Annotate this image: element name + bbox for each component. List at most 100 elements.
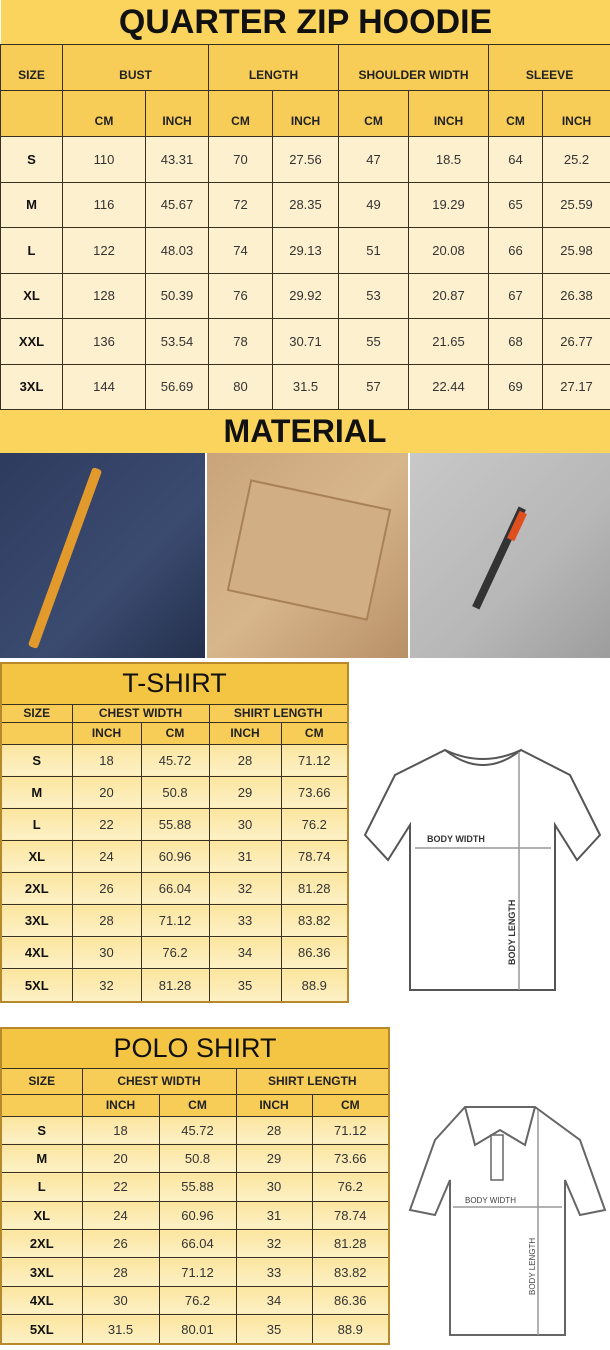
value-cell: 34 bbox=[208, 936, 282, 970]
value-cell: 80 bbox=[208, 363, 273, 410]
value-cell: 27.56 bbox=[272, 136, 339, 183]
size-subheader-blank bbox=[0, 1093, 83, 1117]
hoodie-size-table: QUARTER ZIP HOODIE SIZE BUST LENGTH SHOULDER… bbox=[0, 0, 610, 410]
table-row: XL 24 60.96 31 78.74 bbox=[0, 839, 349, 873]
value-cell: 72 bbox=[208, 181, 273, 228]
value-cell: 51 bbox=[338, 227, 409, 274]
value-cell: 32 bbox=[235, 1228, 313, 1259]
value-cell: 20.87 bbox=[408, 272, 489, 319]
size-cell: M bbox=[0, 775, 73, 809]
value-cell: 78.74 bbox=[280, 839, 349, 873]
value-cell: 30 bbox=[81, 1285, 160, 1316]
unit-header: INCH bbox=[235, 1093, 313, 1117]
material-photo-grey-sleeve bbox=[410, 453, 610, 658]
table-row: XXL 136 53.54 78 30.71 55 21.65 68 26.77 bbox=[0, 318, 610, 365]
value-cell: 76.2 bbox=[158, 1285, 237, 1316]
size-cell: 3XL bbox=[0, 904, 73, 938]
value-cell: 74 bbox=[208, 227, 273, 274]
size-cell: M bbox=[0, 1143, 83, 1174]
value-cell: 28 bbox=[71, 904, 142, 938]
value-cell: 60.96 bbox=[140, 839, 210, 873]
table-row: M 20 50.8 29 73.66 bbox=[0, 1143, 390, 1174]
unit-header: INCH bbox=[145, 90, 209, 137]
value-cell: 25.59 bbox=[541, 181, 610, 228]
table-row: 4XL 30 76.2 34 86.36 bbox=[0, 936, 349, 970]
table-row: M 116 45.67 72 28.35 49 19.29 65 25.59 bbox=[0, 181, 610, 228]
value-cell: 29 bbox=[235, 1143, 313, 1174]
value-cell: 53.54 bbox=[145, 318, 209, 365]
value-cell: 26 bbox=[71, 871, 142, 906]
unit-header: INCH bbox=[208, 721, 282, 745]
value-cell: 25.2 bbox=[541, 136, 610, 183]
value-cell: 50.8 bbox=[158, 1143, 237, 1174]
table-row: XL 128 50.39 76 29.92 53 20.87 67 26.38 bbox=[0, 272, 610, 319]
value-cell: 22 bbox=[81, 1172, 160, 1202]
polo-subheader-row: INCH CM INCH CM bbox=[0, 1093, 390, 1117]
tshirt-title-row: T-SHIRT bbox=[0, 662, 349, 705]
size-cell: 4XL bbox=[0, 936, 73, 970]
size-subheader-blank bbox=[0, 90, 63, 137]
value-cell: 35 bbox=[208, 968, 282, 1003]
size-cell: L bbox=[0, 807, 73, 841]
polo-outline-icon bbox=[408, 1106, 607, 1336]
size-cell: 5XL bbox=[0, 1314, 83, 1345]
value-cell: 144 bbox=[62, 363, 146, 410]
value-cell: 69 bbox=[488, 363, 543, 410]
value-cell: 22.44 bbox=[408, 363, 489, 410]
value-cell: 78.74 bbox=[311, 1200, 390, 1231]
value-cell: 24 bbox=[81, 1200, 160, 1231]
value-cell: 65 bbox=[488, 181, 543, 228]
value-cell: 33 bbox=[208, 904, 282, 938]
size-cell: 3XL bbox=[0, 1257, 83, 1287]
unit-header: CM bbox=[208, 90, 273, 137]
value-cell: 68 bbox=[488, 318, 543, 365]
material-photo-navy-pocket bbox=[0, 453, 205, 658]
value-cell: 29.92 bbox=[272, 272, 339, 319]
value-cell: 31 bbox=[208, 839, 282, 873]
value-cell: 30 bbox=[235, 1172, 313, 1202]
table-row: L 22 55.88 30 76.2 bbox=[0, 1172, 390, 1202]
table-row: 4XL 30 76.2 34 86.36 bbox=[0, 1285, 390, 1316]
value-cell: 20.08 bbox=[408, 227, 489, 274]
column-header: SLEEVE bbox=[487, 44, 610, 91]
value-cell: 20 bbox=[71, 775, 142, 809]
value-cell: 64 bbox=[488, 136, 543, 183]
value-cell: 32 bbox=[71, 968, 142, 1003]
size-cell: S bbox=[0, 1115, 83, 1145]
unit-header: CM bbox=[280, 721, 349, 745]
column-header: SHOULDER WIDTH bbox=[338, 44, 489, 91]
column-header: SIZE bbox=[0, 703, 73, 723]
value-cell: 66.04 bbox=[158, 1228, 237, 1259]
table-row: S 18 45.72 28 71.12 bbox=[0, 743, 349, 777]
size-cell: 2XL bbox=[0, 871, 73, 906]
value-cell: 30.71 bbox=[272, 318, 339, 365]
value-cell: 21.65 bbox=[408, 318, 489, 365]
value-cell: 122 bbox=[62, 227, 146, 274]
table-row: L 122 48.03 74 29.13 51 20.08 66 25.98 bbox=[0, 227, 610, 274]
polo-title-row: POLO SHIRT bbox=[0, 1027, 390, 1069]
zip-pull-strap-icon bbox=[27, 467, 103, 649]
size-cell: L bbox=[0, 1172, 83, 1202]
value-cell: 50.8 bbox=[140, 775, 210, 809]
column-header: LENGTH bbox=[208, 44, 339, 91]
value-cell: 80.01 bbox=[158, 1314, 237, 1345]
column-header: CHEST WIDTH bbox=[81, 1067, 237, 1095]
table-row: 5XL 31.5 80.01 35 88.9 bbox=[0, 1314, 390, 1345]
size-cell: L bbox=[0, 227, 63, 274]
value-cell: 28 bbox=[235, 1115, 313, 1145]
value-cell: 24 bbox=[71, 839, 142, 873]
table-row: S 18 45.72 28 71.12 bbox=[0, 1115, 390, 1145]
value-cell: 25.98 bbox=[541, 227, 610, 274]
size-cell: 2XL bbox=[0, 1228, 83, 1259]
value-cell: 116 bbox=[62, 181, 146, 228]
unit-header: CM bbox=[338, 90, 409, 137]
body-length-label: BODY LENGTH bbox=[528, 1238, 537, 1295]
column-header: SHIRT LENGTH bbox=[235, 1067, 390, 1095]
unit-header: INCH bbox=[408, 90, 489, 137]
size-cell: 3XL bbox=[0, 363, 63, 410]
value-cell: 83.82 bbox=[311, 1257, 390, 1287]
size-cell: XL bbox=[0, 1200, 83, 1231]
value-cell: 18 bbox=[81, 1115, 160, 1145]
value-cell: 31.5 bbox=[81, 1314, 160, 1345]
table-row: M 20 50.8 29 73.66 bbox=[0, 775, 349, 809]
